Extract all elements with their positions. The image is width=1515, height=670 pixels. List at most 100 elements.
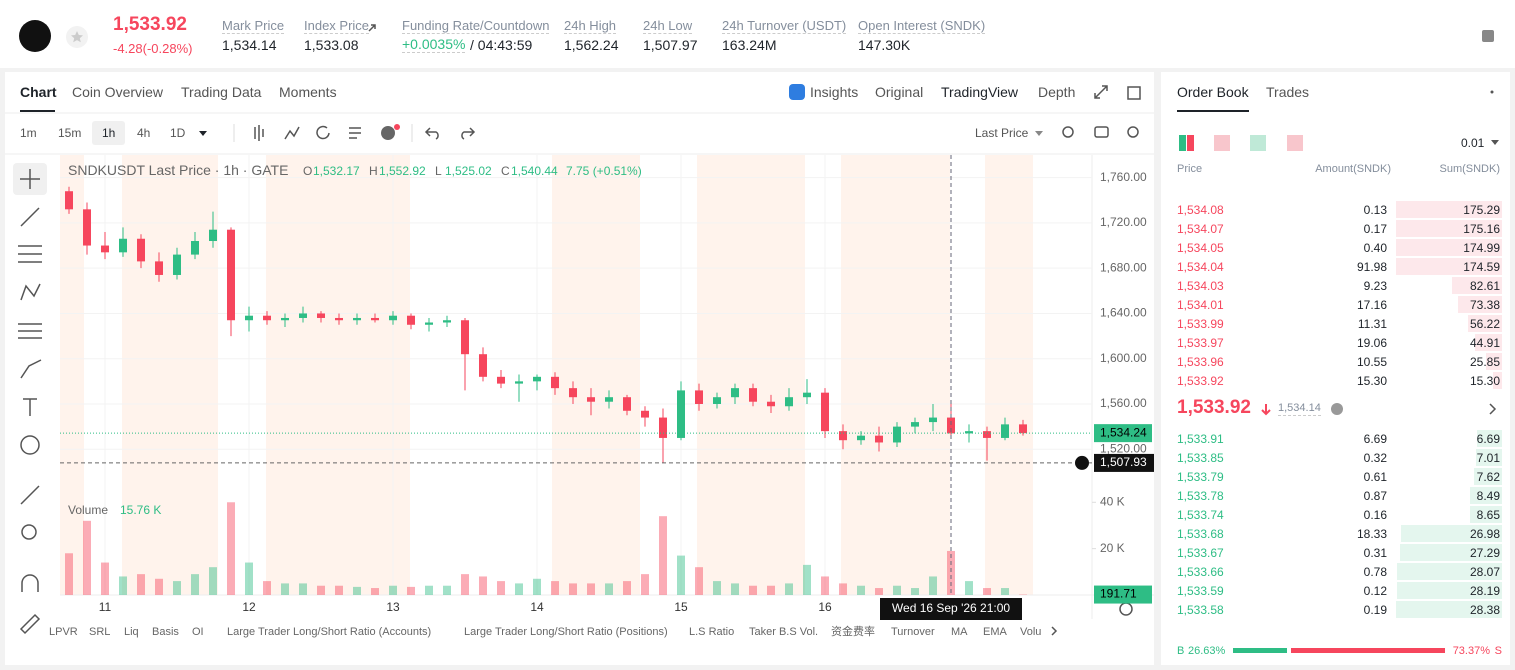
view-asks[interactable] [1214, 135, 1230, 151]
line-tool[interactable] [20, 207, 40, 227]
book-price[interactable]: 1,534.08 [1177, 203, 1224, 217]
book-price[interactable]: 1,533.68 [1177, 527, 1224, 541]
book-price[interactable]: 1,533.99 [1177, 317, 1224, 331]
indicator-tab[interactable]: Basis [152, 626, 179, 638]
interval[interactable]: 1h [102, 126, 116, 140]
interval[interactable]: 4h [137, 126, 151, 140]
book-price[interactable]: 1,533.91 [1177, 432, 1224, 446]
book-price[interactable]: 1,533.58 [1177, 603, 1224, 617]
chevron[interactable] [1489, 403, 1497, 415]
candle-body [299, 313, 307, 318]
dropdown-icon[interactable] [1035, 131, 1043, 136]
interval[interactable]: 1D [170, 126, 186, 140]
window-icon[interactable] [1127, 86, 1141, 100]
expand-icon[interactable] [1094, 85, 1108, 99]
book-price[interactable]: 1,534.03 [1177, 279, 1224, 293]
text-tool[interactable] [23, 398, 37, 416]
settings-icon[interactable] [1119, 602, 1133, 616]
view-tab[interactable]: Original [875, 84, 924, 100]
crosshair-time-tag [880, 598, 1022, 620]
interval[interactable]: 1m [20, 126, 37, 140]
book-price[interactable]: 1,533.59 [1177, 584, 1224, 598]
interval[interactable]: 15m [58, 126, 82, 140]
candle-type-icon[interactable] [254, 125, 264, 141]
book-price[interactable]: 1,534.07 [1177, 222, 1224, 236]
book-tab[interactable]: Trades [1266, 84, 1310, 100]
indicator-tab[interactable]: OI [192, 626, 204, 638]
indicator-tab[interactable]: SRL [89, 626, 111, 638]
pattern-tool[interactable] [20, 283, 41, 301]
book-price[interactable]: 1,533.66 [1177, 565, 1224, 579]
indicator-tab[interactable]: MA [951, 626, 968, 638]
settings-icon[interactable] [1127, 126, 1139, 138]
indicator-tab[interactable]: Large Trader Long/Short Ratio (Positions… [464, 626, 668, 638]
stat-value: 1,534.14 [222, 37, 277, 53]
price-type[interactable]: Last Price [975, 126, 1029, 140]
camera-icon[interactable] [1094, 126, 1109, 138]
add-icon[interactable] [381, 126, 395, 140]
indicator-icon[interactable] [284, 126, 300, 140]
book-price[interactable]: 1,534.01 [1177, 298, 1224, 312]
book-price[interactable]: 1,533.74 [1177, 508, 1224, 522]
book-price[interactable]: 1,534.04 [1177, 260, 1224, 274]
chart-tab[interactable]: Coin Overview [72, 84, 164, 100]
book-price[interactable]: 1,533.92 [1177, 374, 1224, 388]
book-price[interactable]: 1,533.79 [1177, 470, 1224, 484]
book-amount: 18.33 [1356, 527, 1387, 541]
indicator-tab[interactable]: Volu [1020, 626, 1042, 638]
brush-tool[interactable] [20, 359, 42, 379]
book-price[interactable]: 1,533.85 [1177, 451, 1224, 465]
dropdown-icon[interactable] [1491, 140, 1499, 145]
chart-tab[interactable]: Chart [20, 84, 57, 100]
indicator-tab[interactable]: 资金费率 [831, 626, 875, 638]
menu-icon[interactable] [1482, 30, 1494, 42]
template-icon[interactable] [349, 127, 361, 139]
book-price[interactable]: 1,533.67 [1177, 546, 1224, 560]
volume-bar [947, 550, 955, 595]
undo-icon[interactable] [424, 127, 439, 140]
view-tab[interactable]: Depth [1038, 84, 1076, 100]
indicator-tab[interactable]: Liq [124, 626, 139, 638]
chart-tab[interactable]: Trading Data [181, 84, 262, 100]
view-bids[interactable] [1250, 135, 1266, 151]
insights-icon [789, 84, 805, 100]
chart-tab[interactable]: Moments [279, 84, 337, 100]
indicator-tab[interactable]: Taker B.S Vol. [749, 626, 819, 638]
precision[interactable]: 0.01 [1461, 136, 1485, 150]
book-price[interactable]: 1,533.78 [1177, 489, 1224, 503]
indicator-tab[interactable]: LPVR [49, 626, 78, 638]
view-tab[interactable]: Insights [810, 84, 859, 100]
fib-tool[interactable] [18, 245, 42, 263]
view-both[interactable] [1179, 135, 1186, 151]
view-both[interactable] [1187, 135, 1194, 151]
book-sum: 8.49 [1476, 489, 1500, 503]
magnet-tool[interactable] [21, 574, 39, 592]
indicator-tab[interactable]: EMA [983, 626, 1007, 638]
indicator-tab[interactable]: Turnover [891, 626, 935, 638]
candle-body [119, 238, 127, 253]
book-price[interactable]: 1,534.05 [1177, 241, 1224, 255]
redo-icon[interactable] [461, 127, 476, 140]
book-price[interactable]: 1,533.97 [1177, 336, 1224, 350]
stat-label: Mark Price [222, 18, 285, 34]
book-sum: 174.99 [1463, 241, 1500, 255]
scroll-icon[interactable] [1051, 626, 1058, 636]
ruler-tool[interactable] [20, 485, 40, 505]
indicator-tab[interactable]: Large Trader Long/Short Ratio (Accounts) [227, 626, 432, 638]
emoji-tool[interactable] [20, 435, 40, 455]
volume-bar [65, 553, 73, 595]
search-icon[interactable] [1062, 126, 1074, 138]
replay-icon[interactable] [316, 125, 330, 140]
crosshair-tool[interactable] [20, 169, 40, 189]
more-icon[interactable] [1490, 90, 1494, 94]
dropdown-icon[interactable] [199, 131, 207, 136]
view-mixed[interactable] [1287, 135, 1303, 151]
measure-lines-tool[interactable] [18, 323, 42, 339]
pencil-tool[interactable] [19, 613, 41, 635]
view-tab[interactable]: TradingView [941, 84, 1019, 100]
book-tab[interactable]: Order Book [1177, 84, 1249, 100]
indicator-tab[interactable]: L.S Ratio [689, 626, 735, 638]
zoom-tool[interactable] [21, 524, 37, 540]
book-price[interactable]: 1,533.96 [1177, 355, 1224, 369]
volume-bar [281, 583, 289, 595]
